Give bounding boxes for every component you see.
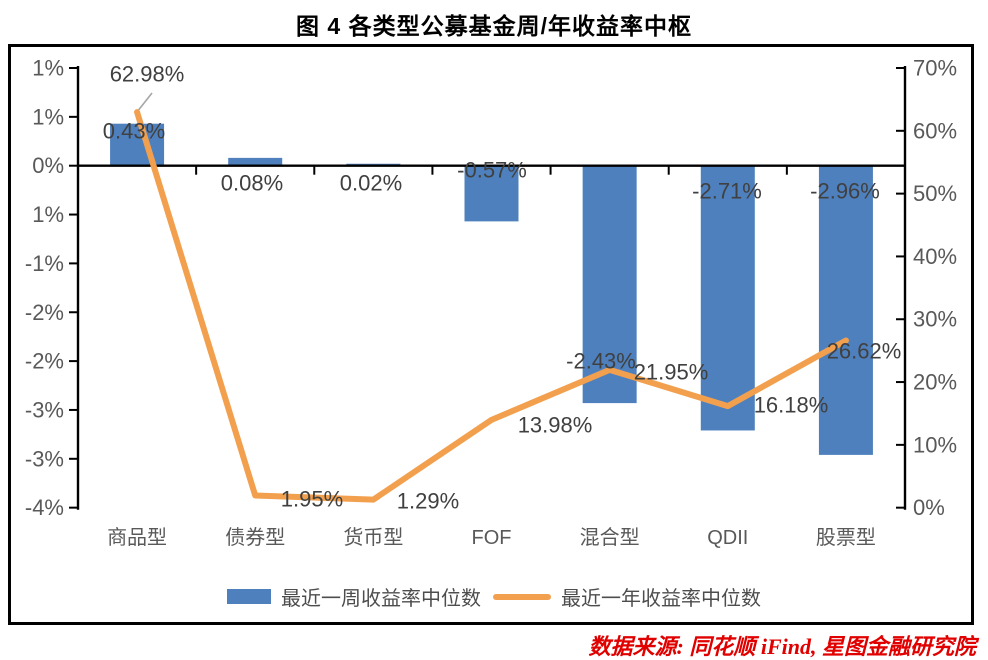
category-label: 混合型: [580, 526, 640, 549]
left-axis-tick-label: 0%: [32, 153, 64, 178]
line-data-label: 1.95%: [281, 487, 343, 512]
left-axis-tick-label: -4%: [25, 495, 64, 520]
data-source-note: 数据来源: 同花顺 iFind, 星图金融研究院: [588, 634, 976, 659]
bar: [818, 165, 873, 455]
left-axis-tick-label: 1%: [32, 104, 64, 129]
left-axis-tick-label: 1%: [32, 56, 64, 81]
bar: [228, 157, 283, 166]
category-label: 货币型: [343, 526, 403, 549]
line-data-label: 26.62%: [827, 339, 902, 364]
bar-data-label: -2.71%: [692, 179, 762, 204]
bar-data-label: -2.96%: [810, 179, 880, 204]
bar-series-swatch-icon: [227, 589, 271, 604]
line-series-swatch-icon: [493, 593, 551, 600]
line-data-label: 1.29%: [397, 489, 459, 514]
bar-data-label: -0.57%: [457, 158, 527, 183]
chart-border-box: [8, 44, 974, 625]
chart-title: 图 4 各类型公募基金周/年收益率中枢: [296, 13, 692, 39]
line-data-label: 21.95%: [634, 360, 709, 385]
chart-legend: 最近一周收益率中位数 最近一年收益率中位数: [0, 582, 988, 611]
category-label: 股票型: [816, 526, 876, 549]
right-axis-tick-label: 20%: [913, 370, 957, 395]
left-axis-tick-label: -3%: [25, 397, 64, 422]
bar: [582, 165, 637, 404]
line-data-label: 62.98%: [110, 62, 185, 87]
bar: [464, 165, 519, 222]
bar-data-label: 0.08%: [221, 171, 283, 196]
category-label: 商品型: [107, 526, 167, 549]
bar-data-label: -2.43%: [566, 349, 636, 374]
line-data-label: 16.18%: [754, 393, 829, 418]
bar: [110, 123, 165, 166]
legend-label-yearly: 最近一年收益率中位数: [561, 588, 761, 610]
line-series: [134, 109, 849, 503]
left-axis-tick-label: -1%: [25, 251, 64, 276]
line-data-label: 13.98%: [518, 413, 593, 438]
bar-data-label: 0.43%: [103, 119, 165, 144]
left-axis-tick-label: -2%: [25, 300, 64, 325]
legend-item-yearly: 最近一年收益率中位数: [493, 582, 761, 611]
bar: [700, 165, 755, 431]
category-label: FOF: [472, 527, 512, 549]
right-axis-tick-label: 50%: [913, 181, 957, 206]
right-axis-tick-label: 30%: [913, 307, 957, 332]
bar-data-label: 0.02%: [340, 171, 402, 196]
legend-item-weekly: 最近一周收益率中位数: [227, 582, 481, 611]
right-axis-tick-label: 60%: [913, 118, 957, 143]
right-axis-tick-label: 70%: [913, 56, 957, 81]
right-axis-tick-label: 10%: [913, 432, 957, 457]
legend-label-weekly: 最近一周收益率中位数: [281, 588, 481, 610]
right-axis-tick-label: 0%: [913, 495, 945, 520]
left-axis-tick-label: 1%: [32, 202, 64, 227]
label-leader-line: [136, 92, 153, 113]
left-axis-tick-label: -3%: [25, 446, 64, 471]
left-axis-tick-label: -2%: [25, 349, 64, 374]
category-label: QDII: [707, 527, 748, 549]
right-axis-tick-label: 40%: [913, 244, 957, 269]
category-label: 债券型: [225, 526, 285, 549]
